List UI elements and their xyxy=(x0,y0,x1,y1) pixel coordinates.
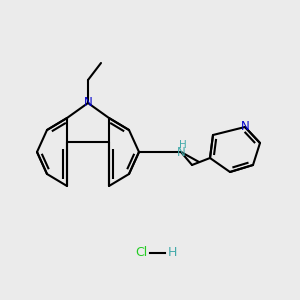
Text: H: H xyxy=(178,140,186,150)
Text: N: N xyxy=(84,97,92,110)
Text: N: N xyxy=(177,146,185,158)
Text: Cl: Cl xyxy=(136,247,148,260)
Text: H: H xyxy=(167,247,177,260)
Text: N: N xyxy=(241,121,249,134)
